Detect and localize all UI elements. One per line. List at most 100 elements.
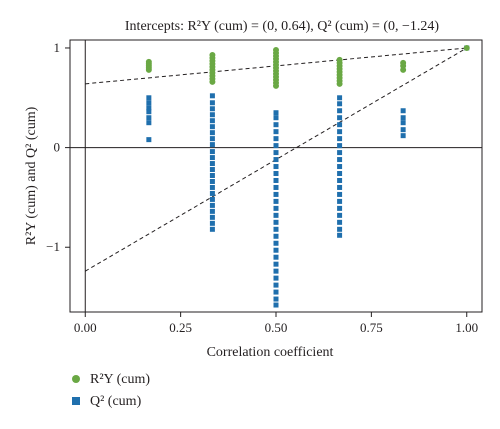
q2-point <box>337 143 343 149</box>
x-tick-label: 0.50 <box>265 320 288 335</box>
legend-label-q2: Q² (cum) <box>90 394 142 409</box>
q2-point <box>209 196 215 202</box>
chart-title: Intercepts: R²Y (cum) = (0, 0.64), Q² (c… <box>125 19 440 34</box>
q2-point <box>146 105 152 111</box>
y-axis-title: R²Y (cum) and Q² (cum) <box>24 106 39 245</box>
legend-label-r2y: R²Y (cum) <box>90 372 150 387</box>
q2-point <box>273 191 279 197</box>
q2-point <box>337 101 343 107</box>
q2-point <box>337 122 343 128</box>
legend-marker-r2y <box>72 375 80 383</box>
q2-point <box>273 296 279 302</box>
q2-point <box>146 100 152 106</box>
q2-point <box>209 112 215 118</box>
q2-point <box>209 130 215 136</box>
r2y-point <box>209 51 216 58</box>
q2-point <box>400 127 406 133</box>
q2-point <box>337 184 343 190</box>
q2-point <box>209 155 215 161</box>
q2-point <box>337 150 343 156</box>
r2y-point <box>145 58 152 65</box>
q2-point <box>273 233 279 239</box>
q2-point <box>337 226 343 232</box>
x-tick-label: 1.00 <box>455 320 478 335</box>
q2-point <box>209 226 215 232</box>
q2-point <box>273 136 279 142</box>
q2-point <box>273 177 279 183</box>
q2-point <box>146 120 152 126</box>
q2-point <box>337 95 343 101</box>
y-axis-ticks: −1 0 1 <box>46 40 70 254</box>
r2y-point <box>463 44 470 51</box>
x-tick-label: 0.00 <box>74 320 97 335</box>
x-tick-label: 0.75 <box>360 320 383 335</box>
q2-point <box>273 219 279 225</box>
q2-point <box>337 198 343 204</box>
q2-point <box>273 205 279 211</box>
q2-point <box>209 100 215 106</box>
q2-point <box>400 133 406 139</box>
q2-point <box>400 120 406 126</box>
q2-point <box>337 219 343 225</box>
r2y-point <box>273 46 279 53</box>
r2y-point <box>400 59 407 66</box>
q2-point <box>337 171 343 177</box>
q2-point <box>209 93 215 99</box>
legend-marker-q2 <box>72 397 80 405</box>
q2-point <box>337 205 343 211</box>
q2-point <box>209 136 215 142</box>
q2-point <box>273 171 279 177</box>
legend: R²Y (cum) Q² (cum) <box>72 372 150 409</box>
q2-point <box>273 275 279 281</box>
q2-point <box>146 137 152 143</box>
q2-point <box>337 108 343 114</box>
q2-point <box>273 122 279 128</box>
q2-point <box>209 149 215 155</box>
q2-point <box>273 164 279 170</box>
q2-point <box>273 268 279 274</box>
q2-point <box>209 184 215 190</box>
q2-point <box>146 109 152 115</box>
q2-point <box>273 302 279 308</box>
q2-point <box>209 142 215 148</box>
q2-point <box>273 212 279 218</box>
q2-point <box>273 289 279 295</box>
data-points <box>145 44 470 308</box>
q2-point <box>337 157 343 163</box>
q2-point <box>337 232 343 238</box>
q2-point <box>337 129 343 135</box>
r2y-point <box>336 56 343 63</box>
q2-point <box>273 150 279 156</box>
q2-point <box>273 247 279 253</box>
q2-point <box>337 164 343 170</box>
q2-point <box>273 282 279 288</box>
q2-point <box>273 240 279 246</box>
q2-point <box>209 202 215 208</box>
q2-point <box>273 184 279 190</box>
q2-point <box>209 178 215 184</box>
x-tick-label: 0.25 <box>169 320 192 335</box>
q2-point <box>209 124 215 130</box>
q2-point <box>337 136 343 142</box>
q2-point <box>273 226 279 232</box>
q2-point <box>209 190 215 196</box>
q2-point <box>337 212 343 218</box>
q2-point <box>209 214 215 220</box>
q2-point <box>209 106 215 112</box>
q2-point <box>337 177 343 183</box>
q2-point <box>209 220 215 226</box>
y-tick-label: −1 <box>46 239 60 254</box>
q2-point <box>400 108 406 114</box>
plot-area <box>69 39 483 313</box>
q2-point <box>273 115 279 121</box>
q2-point <box>146 115 152 121</box>
y-tick-label: 1 <box>54 40 61 55</box>
q2-point <box>209 161 215 167</box>
q2-point <box>273 157 279 163</box>
q2-point <box>273 261 279 267</box>
q2-point <box>273 254 279 260</box>
q2-point <box>273 198 279 204</box>
x-axis-title: Correlation coefficient <box>207 345 334 360</box>
q2-point <box>209 167 215 173</box>
